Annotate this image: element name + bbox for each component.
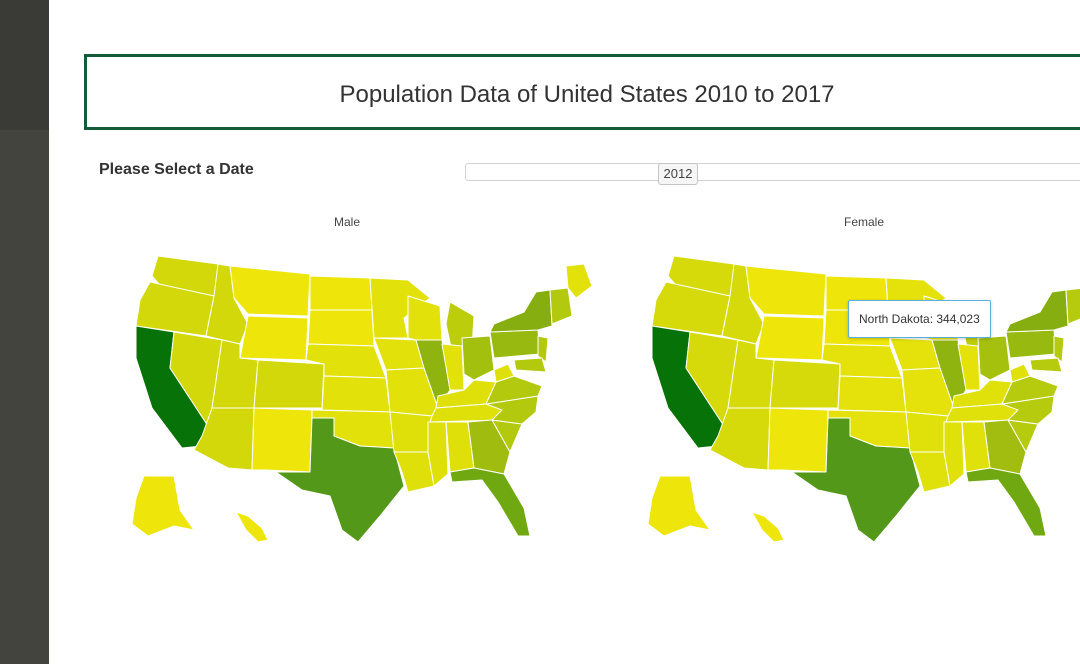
state-tx[interactable] [791,417,921,543]
state-ne-states[interactable] [549,287,573,325]
state-pa[interactable] [1005,329,1057,359]
state-pa[interactable] [489,329,541,359]
state-ny[interactable] [489,289,553,333]
state-nm[interactable] [767,407,829,473]
male-map-title: Male [333,215,360,229]
state-la[interactable] [909,451,951,493]
state-or[interactable] [135,281,215,337]
date-slider-handle[interactable]: 2012 [658,163,698,185]
state-ks[interactable] [837,375,907,413]
state-wy[interactable] [239,315,309,361]
state-la[interactable] [393,451,435,493]
state-wy[interactable] [755,315,825,361]
state-ar[interactable] [389,411,433,453]
sidebar-item-2[interactable]: N [0,148,49,160]
state-nj[interactable] [537,335,549,363]
state-tx[interactable] [275,417,405,543]
sidebar-item-1[interactable]: N [0,74,49,86]
state-ar[interactable] [905,411,949,453]
state-hi[interactable] [235,511,269,543]
state-nj[interactable] [1053,335,1065,363]
state-va[interactable] [485,375,543,405]
state-or[interactable] [651,281,731,337]
state-wi[interactable] [407,295,443,341]
state-ny[interactable] [1005,289,1069,333]
date-select-label: Please Select a Date [99,161,254,178]
female-map-title: Female [843,215,884,229]
female-population-map[interactable] [606,240,1080,560]
state-va[interactable] [1001,375,1059,405]
state-sd[interactable] [307,309,375,347]
state-ak[interactable] [131,475,195,537]
state-hi[interactable] [751,511,785,543]
state-wv[interactable] [1009,363,1031,383]
page-title: Population Data of United States 2010 to… [339,81,835,108]
state-ne-states[interactable] [1065,287,1080,325]
state-oh[interactable] [461,335,495,381]
state-fl[interactable] [965,467,1047,537]
state-ms[interactable] [427,421,449,487]
state-ks[interactable] [321,375,391,413]
page-title-box: Population Data of United States 2010 to… [84,54,1080,130]
state-ms[interactable] [943,421,965,487]
state-fl[interactable] [449,467,531,537]
state-co[interactable] [253,359,325,409]
state-mt[interactable] [229,265,311,317]
sidebar-active-row [0,0,49,130]
sidebar: N N [0,0,49,664]
state-nd[interactable] [309,275,373,311]
state-mt[interactable] [745,265,827,317]
state-nm[interactable] [251,407,313,473]
state-tooltip: North Dakota: 344,023 [848,300,991,338]
state-co[interactable] [769,359,841,409]
state-me[interactable] [565,263,593,299]
state-oh[interactable] [977,335,1011,381]
date-slider-track[interactable] [465,163,1080,181]
state-wv[interactable] [493,363,515,383]
state-md[interactable] [513,357,547,373]
state-ak[interactable] [647,475,711,537]
state-md[interactable] [1029,357,1063,373]
male-population-map[interactable] [90,240,593,560]
